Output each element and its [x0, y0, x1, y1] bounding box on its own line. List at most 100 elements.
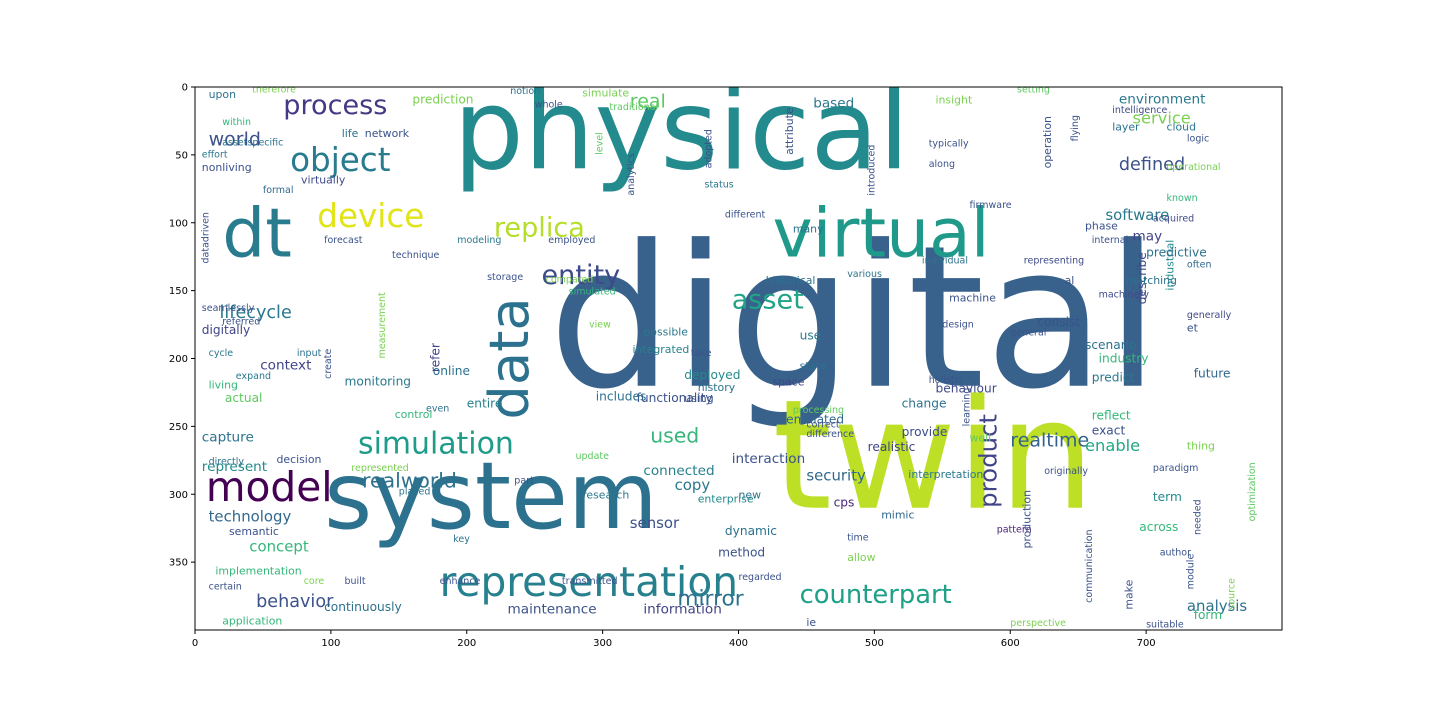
word-deployed: deployed [684, 368, 740, 382]
word-decision: decision [277, 453, 322, 466]
word-semantic: semantic [229, 525, 279, 538]
word-interpretation: interpretation [908, 468, 983, 481]
word-learning: learning [962, 388, 973, 427]
word-processing: processing [793, 405, 844, 416]
word-analysis: analysis [1187, 597, 1248, 615]
word-software: software [1105, 206, 1169, 224]
word-application: application [222, 615, 282, 628]
word-placed: placed [399, 486, 431, 497]
y-tick-label: 300 [169, 490, 188, 501]
word-layer: layer [1112, 120, 1140, 133]
word-asset: asset [732, 284, 804, 315]
word-acquired: acquired [1153, 213, 1194, 224]
word-research: research [582, 488, 629, 501]
word-forecast: forecast [324, 235, 363, 246]
word-al: al [1065, 274, 1075, 287]
word-concept: concept [249, 537, 309, 555]
word-along: along [929, 159, 955, 170]
word-system: system [324, 442, 658, 550]
word-cloud: cloud [1167, 120, 1197, 133]
word-modeling: modeling [457, 235, 501, 246]
word-status: status [705, 180, 734, 191]
word-upon: upon [209, 88, 236, 101]
word-nonliving: nonliving [202, 161, 252, 174]
word-perspective: perspective [1010, 618, 1066, 629]
word-digitally: digitally [202, 323, 250, 337]
word-referred: referred [222, 317, 260, 328]
word-design: design [942, 319, 974, 330]
word-integrated: integrated [633, 343, 690, 356]
word-firmware: firmware [970, 200, 1012, 211]
word-emulated: emulated [786, 413, 844, 427]
word-key: key [453, 534, 470, 545]
y-tick-label: 200 [169, 354, 188, 365]
y-tick-label: 0 [182, 83, 188, 94]
word-describe: describe [1135, 252, 1149, 304]
word-used: used [650, 424, 699, 448]
word-connected: connected [643, 463, 714, 479]
y-tick-label: 150 [169, 286, 188, 297]
word-twin: twin [773, 367, 1095, 544]
word-operational: operational [1167, 162, 1221, 173]
word-typically: typically [929, 139, 969, 150]
word-consist: consist [1037, 315, 1080, 329]
word-analytics: analytics [626, 153, 637, 196]
word-dynamic: dynamic [725, 524, 777, 538]
word-level: level [595, 132, 606, 155]
word-living: living [209, 378, 238, 391]
word-representing: representing [1024, 256, 1084, 267]
word-cps: cps [834, 496, 855, 510]
word-future: future [1194, 367, 1231, 381]
word-formal: formal [263, 185, 294, 196]
word-source: source [1226, 578, 1237, 610]
x-tick-label: 500 [865, 638, 884, 649]
word-et: et [1187, 321, 1199, 334]
word-network: network [365, 127, 410, 140]
x-tick-label: 0 [192, 638, 198, 649]
word-mirror: mirror [677, 587, 743, 612]
word-assetspecific: assetspecific [222, 137, 283, 148]
word-lifecycle: lifecycle [220, 303, 292, 323]
word-continuously: continuously [324, 600, 402, 614]
word-machine: machine [949, 292, 996, 305]
word-across: across [1139, 520, 1178, 534]
word-different: different [725, 209, 766, 220]
word-simulation: simulation [358, 427, 514, 462]
word-defined: defined [1119, 155, 1185, 175]
word-known: known [1167, 193, 1198, 204]
word-device: device [317, 197, 424, 235]
x-tick-label: 700 [1137, 638, 1156, 649]
word-notion: notion [510, 86, 540, 97]
word-paradigm: paradigm [1153, 463, 1199, 474]
word-view: view [589, 319, 611, 330]
word-digital: digital [548, 204, 1160, 433]
word-even: even [426, 403, 449, 414]
word-enterprise: enterprise [698, 492, 754, 505]
word-behavior: behavior [256, 592, 334, 612]
word-method: method [718, 546, 765, 560]
word-enhance: enhance [440, 576, 481, 587]
word-make: make [1123, 579, 1136, 609]
word-use: use [800, 329, 822, 343]
word-directly: directly [209, 456, 245, 467]
word-whole: whole [535, 99, 563, 110]
word-data: data [478, 297, 541, 419]
word-holistic: holistic [929, 375, 963, 386]
word-optimization: optimization [1247, 462, 1258, 521]
word-environment: environment [1119, 91, 1206, 107]
word-communication: communication [1084, 529, 1095, 602]
word-effort: effort [202, 150, 228, 161]
word-transmitted: transmitted [562, 576, 618, 587]
word-phase: phase [1085, 220, 1118, 233]
word-reflect: reflect [1092, 409, 1131, 423]
word-regarded: regarded [739, 572, 782, 583]
word-intelligence: intelligence [1112, 105, 1167, 116]
word-industry: industry [1099, 352, 1149, 366]
word-maintenance: maintenance [508, 602, 597, 618]
word-certain: certain [209, 581, 242, 592]
word-well: well [970, 431, 992, 444]
word-context: context [260, 357, 311, 373]
word-interaction: interaction [732, 451, 806, 467]
word-mimic: mimic [881, 509, 914, 522]
